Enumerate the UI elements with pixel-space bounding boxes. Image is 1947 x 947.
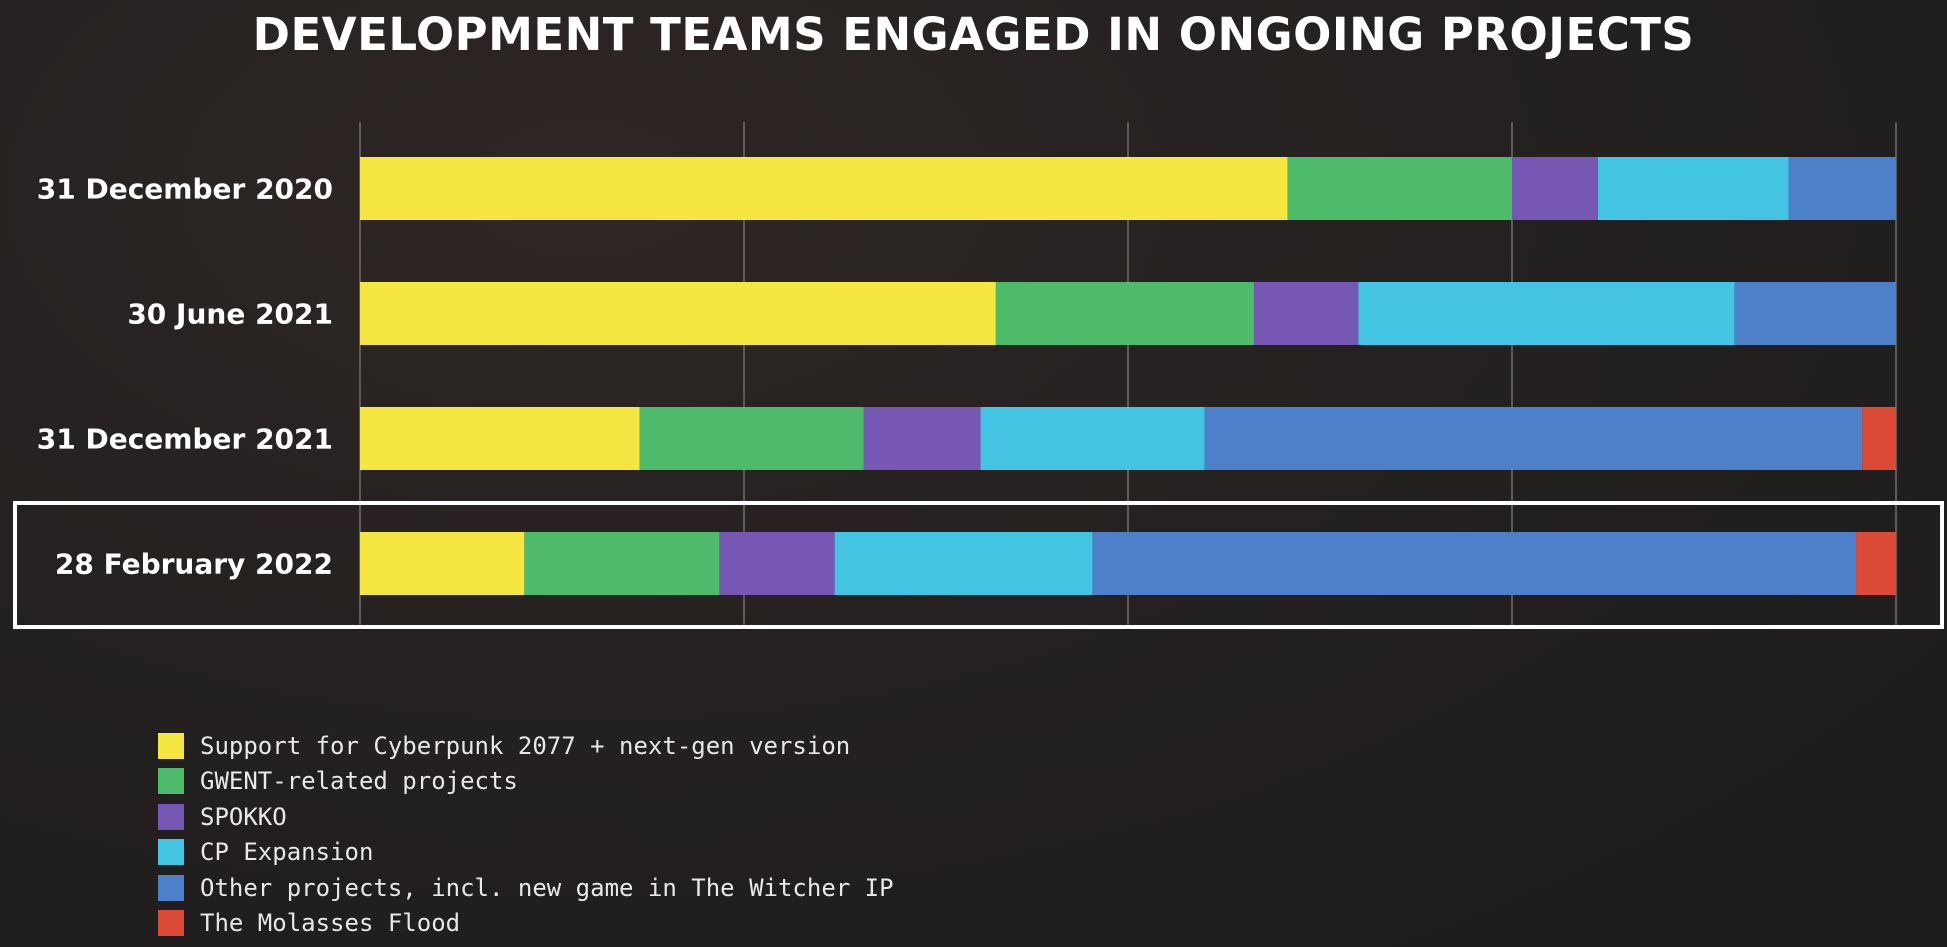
bar-segment-0-0	[360, 157, 1288, 220]
bar-segment-3-0	[360, 532, 525, 595]
highlight-box	[13, 501, 1944, 629]
category-labels: 31 December 2020 30 June 2021 31 December …	[37, 173, 333, 581]
legend-label: GWENT-related projects	[200, 767, 518, 796]
bar-segment-3-5	[1856, 532, 1896, 595]
legend-swatch	[158, 803, 184, 830]
bar-segment-3-3	[834, 532, 1093, 595]
legend-item: GWENT-related projects	[158, 764, 894, 800]
bar-segment-2-3	[980, 407, 1205, 470]
legend-label: Support for Cyberpunk 2077 + next-gen ve…	[200, 731, 851, 760]
legend-swatch	[158, 839, 184, 866]
legend-item: The Molasses Flood	[158, 906, 894, 942]
bar-segment-1-3	[1358, 282, 1735, 345]
legend-item: SPOKKO	[158, 799, 894, 835]
bar-segment-3-2	[719, 532, 835, 595]
chart-title: DEVELOPMENT TEAMS ENGAGED IN ONGOING PRO…	[252, 8, 1695, 61]
category-label: 31 December 2021	[37, 423, 333, 456]
bar-segment-0-4	[1788, 157, 1896, 220]
legend-item: CP Expansion	[158, 835, 894, 871]
bar-segment-2-5	[1862, 407, 1896, 470]
bar-segment-3-4	[1092, 532, 1857, 595]
bar-segment-0-3	[1598, 157, 1789, 220]
bar-segment-2-2	[863, 407, 981, 470]
bar-segment-2-0	[360, 407, 640, 470]
legend-swatch	[158, 910, 184, 937]
bar-segment-1-1	[995, 282, 1254, 345]
category-label: 28 February 2022	[55, 548, 333, 581]
bar-segment-0-2	[1512, 157, 1599, 220]
bar-segment-2-1	[639, 407, 864, 470]
legend-label: CP Expansion	[200, 838, 374, 867]
bar-segment-2-4	[1204, 407, 1863, 470]
bars	[360, 157, 1896, 595]
bar-segment-1-0	[360, 282, 996, 345]
legend-swatch	[158, 732, 184, 759]
category-label: 30 June 2021	[127, 298, 333, 331]
bar-segment-0-1	[1287, 157, 1512, 220]
bar-segment-3-1	[524, 532, 720, 595]
legend-label: The Molasses Flood	[200, 909, 461, 938]
legend-swatch	[158, 874, 184, 901]
bar-segment-1-4	[1734, 282, 1896, 345]
legend: Support for Cyberpunk 2077 + next-gen ve…	[158, 728, 894, 941]
legend-label: SPOKKO	[200, 802, 287, 831]
legend-item: Support for Cyberpunk 2077 + next-gen ve…	[158, 728, 894, 764]
legend-item: Other projects, incl. new game in The Wi…	[158, 870, 894, 906]
bar-segment-1-2	[1253, 282, 1359, 345]
legend-label: Other projects, incl. new game in The Wi…	[200, 873, 894, 902]
category-label: 31 December 2020	[37, 173, 333, 206]
legend-swatch	[158, 768, 184, 795]
